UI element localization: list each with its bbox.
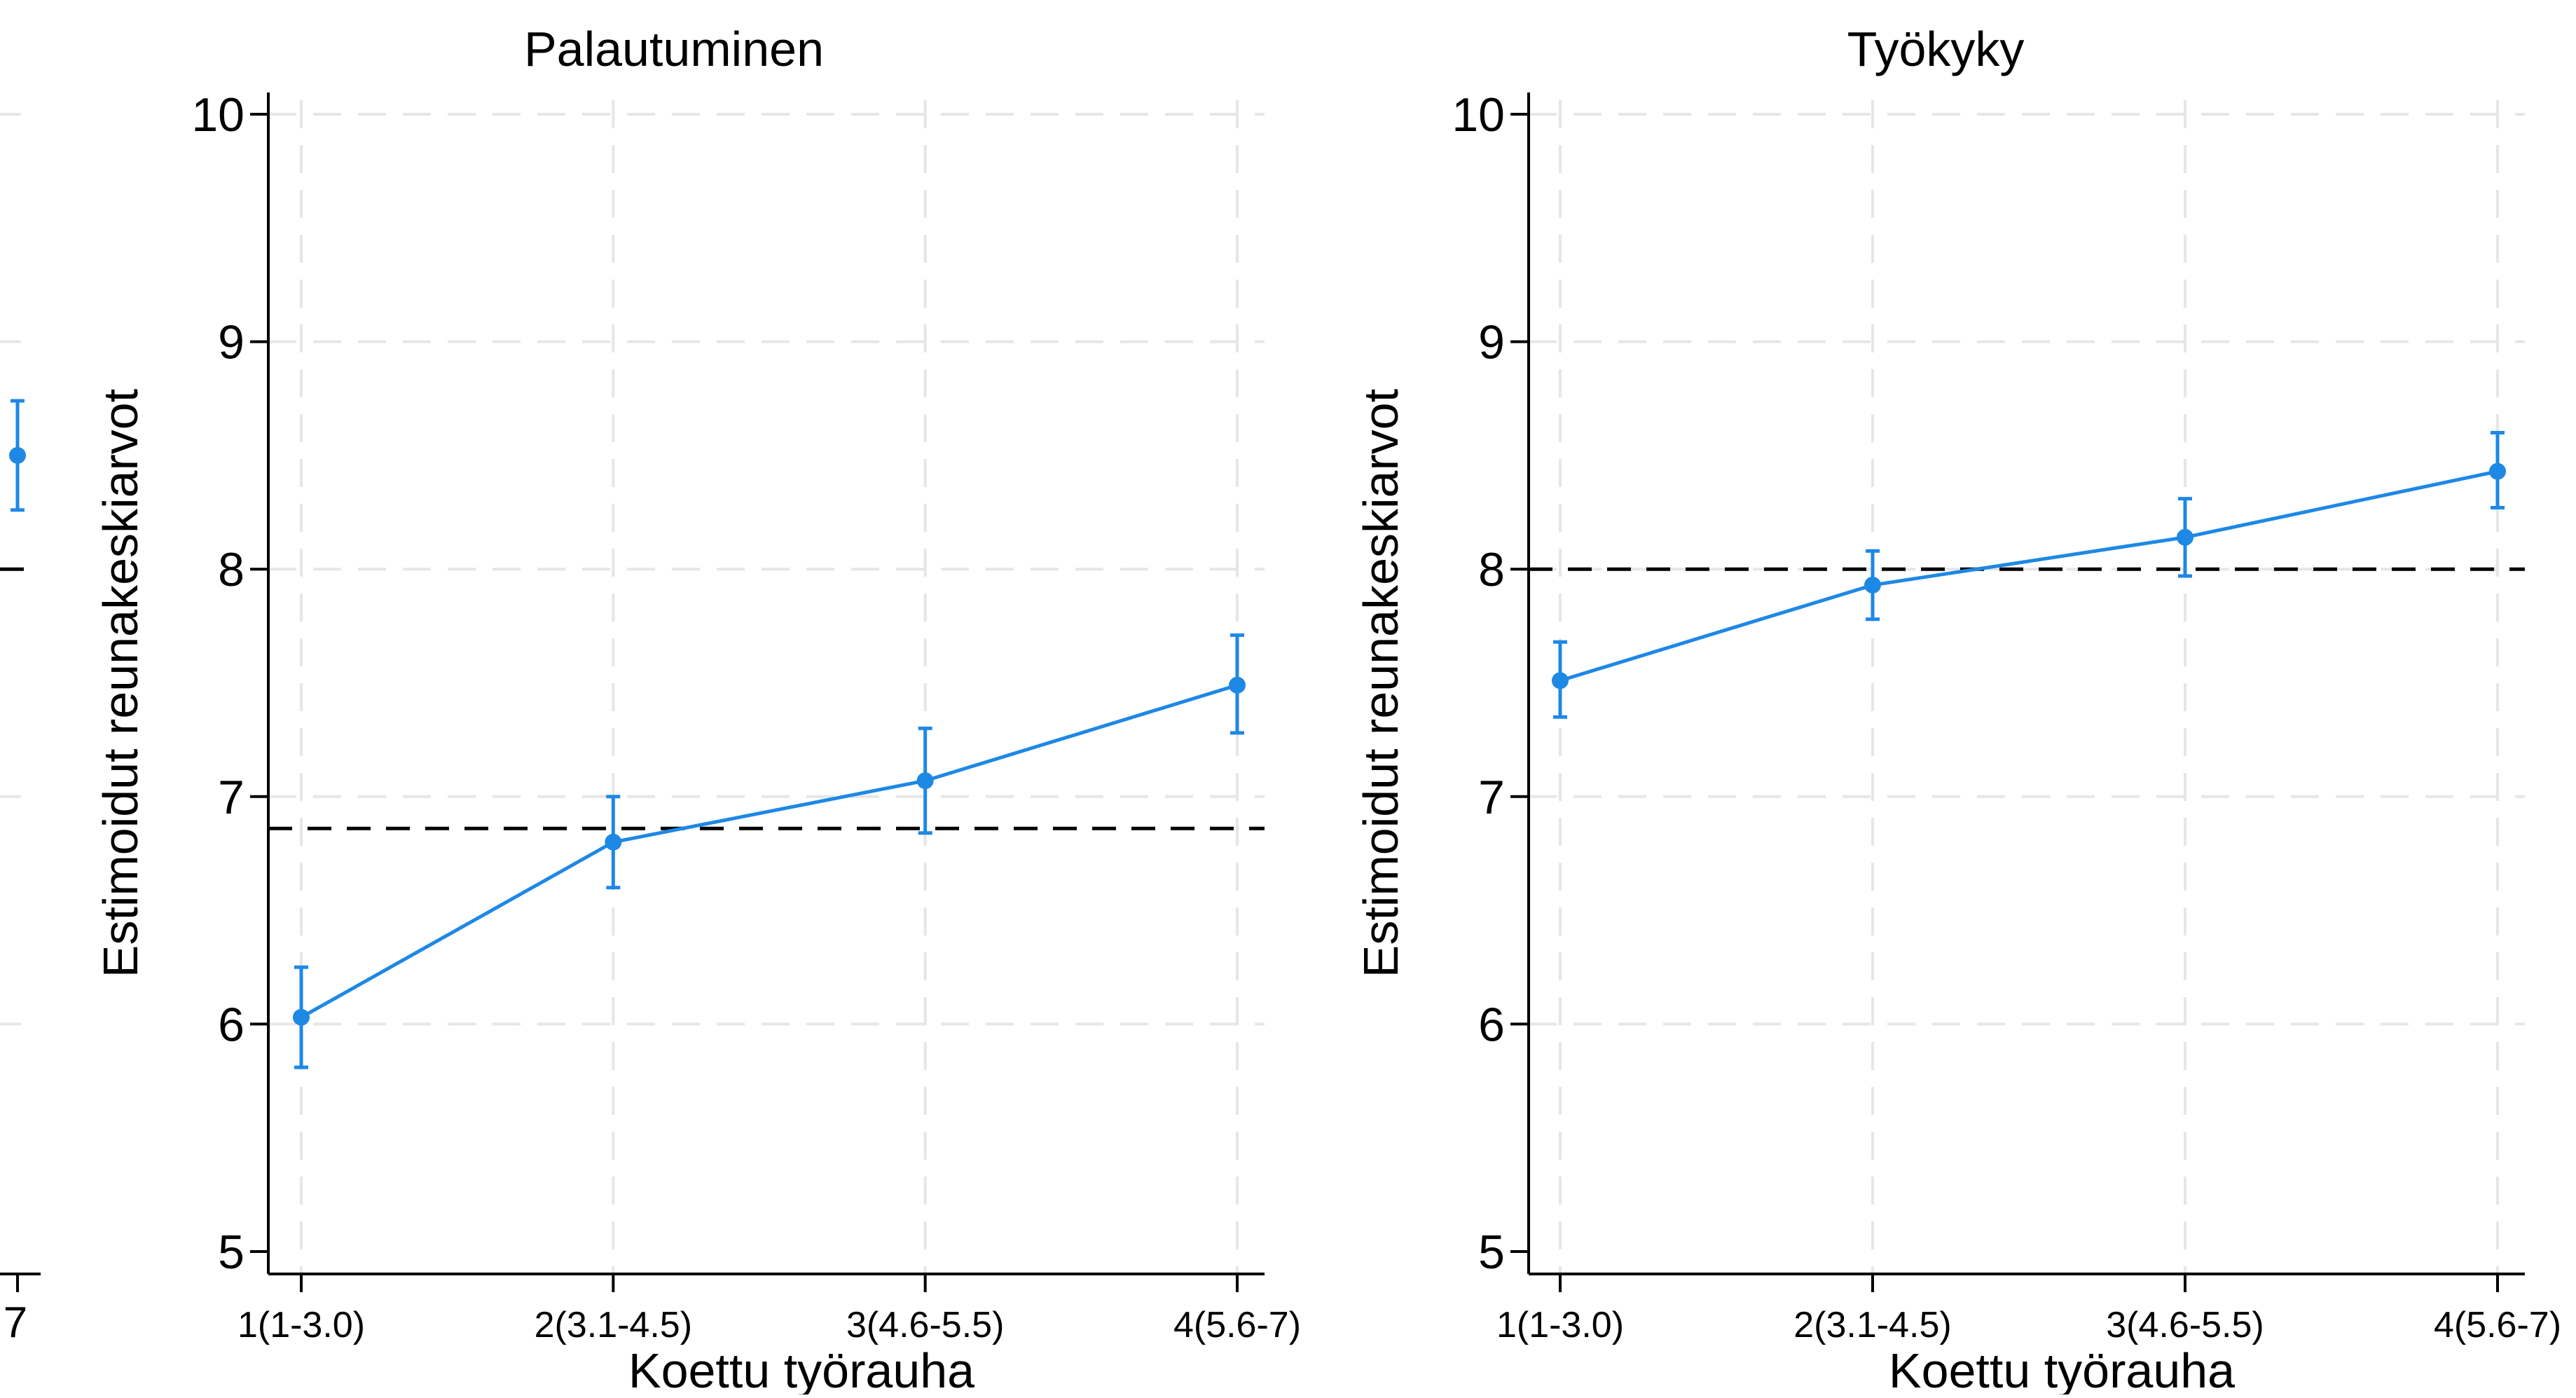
y-axis-label: Estimoidut reunakeskiarvot	[1354, 389, 1408, 978]
y-tick-label: 7	[218, 771, 244, 824]
x-tick-label: 3(4.6-5.5)	[846, 1305, 1004, 1345]
y-axis-label: Estimoidut reunakeskiarvot	[93, 389, 148, 978]
data-point	[1229, 676, 1246, 694]
chart-panel-1: 5 6 7 8 9 10 1(1-3.0) 2(3.1-4.5) 3(4.6-5.5) 4(5.6…	[93, 22, 1301, 1398]
left-partial-panel: 7	[0, 113, 41, 1347]
data-point	[916, 772, 934, 790]
x-tick-label: 1(1-3.0)	[237, 1305, 365, 1345]
data-point	[9, 446, 26, 464]
x-tick-label: 7	[4, 1298, 27, 1347]
x-tick-label: 4(5.6-7)	[1173, 1305, 1301, 1345]
y-tick-label: 6	[218, 998, 244, 1051]
x-tick-label: 4(5.6-7)	[2434, 1305, 2561, 1345]
x-tick-label: 1(1-3.0)	[1496, 1305, 1624, 1345]
data-point	[605, 833, 622, 851]
y-tick-label: 8	[218, 543, 244, 596]
y-tick-label: 5	[218, 1226, 244, 1279]
series-line	[300, 683, 1238, 1019]
y-tick-label: 10	[1452, 88, 1505, 142]
y-tick-label: 9	[218, 316, 244, 369]
y-tick-label: 7	[1478, 771, 1505, 824]
y-tick-label: 8	[1478, 543, 1505, 596]
data-point	[1864, 576, 1881, 594]
chart-title: Työkyky	[1847, 22, 2025, 76]
data-point	[2177, 528, 2193, 546]
data-point	[1552, 672, 1569, 690]
x-axis-label: Koettu työrauha	[628, 1343, 974, 1394]
data-point	[2489, 462, 2506, 480]
chart-title: Palautuminen	[524, 22, 824, 76]
data-point	[293, 1008, 310, 1026]
x-axis-label: Koettu työrauha	[1889, 1343, 2235, 1394]
x-tick-label: 2(3.1-4.5)	[1793, 1305, 1951, 1345]
chart-panel-2: 5 6 7 8 9 10 1(1-3.0) 2(3.1-4.5) 3(4.6-5.5) 4(5.6…	[1354, 22, 2561, 1398]
y-tick-label: 10	[191, 88, 244, 142]
x-tick-label: 3(4.6-5.5)	[2106, 1305, 2264, 1345]
y-tick-label: 5	[1478, 1226, 1505, 1279]
y-tick-label: 9	[1478, 316, 1505, 369]
y-tick-label: 6	[1478, 998, 1505, 1051]
x-tick-label: 2(3.1-4.5)	[535, 1305, 692, 1345]
series-line	[1559, 470, 2498, 683]
